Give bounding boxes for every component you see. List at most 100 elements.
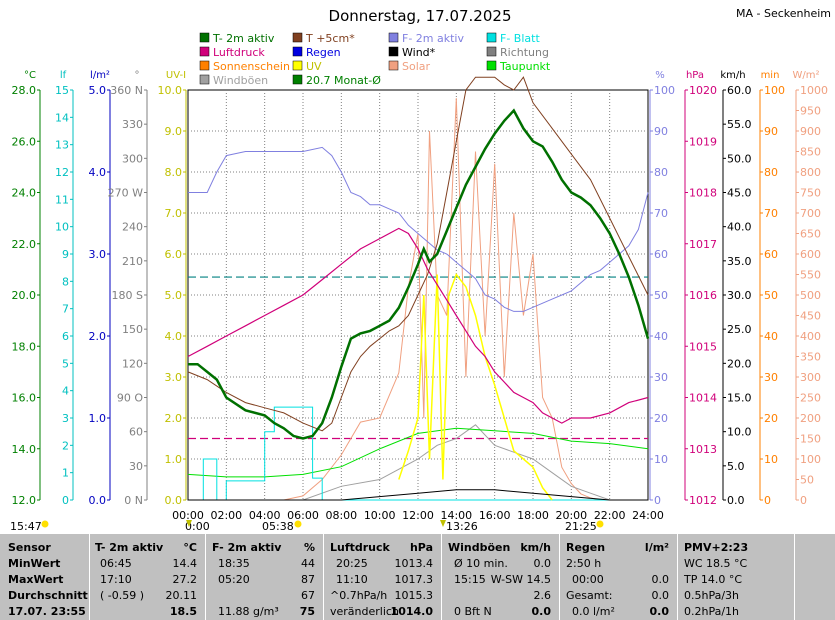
wind-current-value: 0.0 <box>531 605 552 618</box>
solar-tick-label: 150 <box>800 433 821 446</box>
statistics-footer: Sensor MinWert MaxWert Durchschnitt 17.0… <box>0 534 835 620</box>
press-tick-label: 1017 <box>689 238 717 251</box>
wind-tick-label: 25.0 <box>727 323 752 336</box>
leaf-tick-label: 8 <box>62 275 69 288</box>
leaf-tick-label: 2 <box>62 439 69 452</box>
sensor-column: Sensor MinWert MaxWert Durchschnitt 17.0… <box>0 534 90 620</box>
press-max-value: 1017.3 <box>394 573 434 586</box>
rain-amount: 0.0 l/m² <box>572 605 615 618</box>
wind-tick-label: 60.0 <box>727 84 752 97</box>
series-line <box>187 227 649 424</box>
rain-header: Regen <box>566 541 606 554</box>
leaf-tick-label: 14 <box>55 111 69 124</box>
legend-label: T- 2m aktiv <box>212 32 275 45</box>
solar-tick-label: 900 <box>800 125 821 138</box>
sun-event-label: 05:38 <box>262 520 294 533</box>
hum-tick-label: 30 <box>654 371 668 384</box>
legend-label: Solar <box>402 60 431 73</box>
leaf-tick-label: 3 <box>62 412 69 425</box>
wind-tick-label: 50.0 <box>727 152 752 165</box>
leaf-tick-label: 1 <box>62 467 69 480</box>
wind-header: Windböen <box>448 541 511 554</box>
time-tick-label: 10:00 <box>364 509 396 522</box>
press-tick-label: 1014 <box>689 392 717 405</box>
press-tick-label: 1012 <box>689 494 717 507</box>
wind-avg-label: Ø 10 min. <box>454 557 508 570</box>
time-tick-label: 00:00 <box>172 509 204 522</box>
solar-tick-label: 550 <box>800 269 821 282</box>
wind-beaufort: 0 Bft N <box>454 605 492 618</box>
time-tick-label: 24:00 <box>632 509 664 522</box>
sun-tick-label: 70 <box>764 207 778 220</box>
sun-tick-label: 50 <box>764 289 778 302</box>
temp-tick-label: 20.0 <box>12 289 37 302</box>
dir-tick-label: 240 <box>122 221 143 234</box>
rain-total-value: 0.0 <box>651 589 670 602</box>
hum-axis-unit: % <box>655 70 665 81</box>
uv-tick-label: 2.0 <box>165 412 183 425</box>
uv-tick-label: 6.0 <box>165 248 183 261</box>
uv-tick-label: 4.0 <box>165 330 183 343</box>
rain-tick-label: 2.0 <box>89 330 107 343</box>
solar-tick-label: 300 <box>800 371 821 384</box>
rain-current-value: 0.0 <box>649 605 670 618</box>
temp-header: T- 2m aktiv <box>95 541 164 554</box>
dir-tick-label: 300 <box>122 152 143 165</box>
leaf-tick-label: 12 <box>55 166 69 179</box>
temp-tick-label: 18.0 <box>12 340 37 353</box>
dir-tick-label: 150 <box>122 323 143 336</box>
wind-tick-label: 30.0 <box>727 289 752 302</box>
wind-tick-label: 45.0 <box>727 187 752 200</box>
legend-label: Windböen <box>213 74 268 87</box>
uv-axis-unit: UV-I <box>166 70 186 81</box>
legend-swatch <box>388 32 399 43</box>
chart-title: Donnerstag, 17.07.2025 <box>329 7 512 25</box>
solar-tick-label: 450 <box>800 310 821 323</box>
hum-min-value: 44 <box>301 557 315 570</box>
legend-swatch <box>292 32 303 43</box>
solar-tick-label: 600 <box>800 248 821 261</box>
legend: T- 2m aktiv T +5cm* F- 2m aktiv F- Blatt Luf… <box>199 32 551 87</box>
wind-max-time: 15:15 <box>454 573 486 586</box>
timestamp-label: 17.07. 23:55 <box>8 605 86 618</box>
temp-tick-label: 12.0 <box>12 494 37 507</box>
max-label: MaxWert <box>8 573 64 586</box>
pmv-column: PMV+2:23 WC 18.5 °C TP 14.0 °C 0.5hPa/3h… <box>678 534 795 620</box>
legend-label: UV <box>306 60 322 73</box>
press-tick-label: 1013 <box>689 443 717 456</box>
time-tick-label: 04:00 <box>249 509 281 522</box>
legend-swatch <box>292 46 303 57</box>
hum-tick-label: 80 <box>654 166 668 179</box>
solar-tick-label: 200 <box>800 412 821 425</box>
sun-event-label: 13:26 <box>446 520 478 533</box>
uv-tick-label: 10.0 <box>158 84 183 97</box>
series-line <box>187 76 649 432</box>
leaf-tick-label: 0 <box>62 494 69 507</box>
legend-label: Luftdruck <box>213 46 265 59</box>
dir-tick-label: 60 <box>129 426 143 439</box>
rain-duration: 2:50 h <box>566 557 602 570</box>
rain-total-label: Gesamt: <box>566 589 613 602</box>
sun-tick-label: 100 <box>764 84 785 97</box>
hum-tick-label: 20 <box>654 412 668 425</box>
time-tick-label: 06:00 <box>287 509 319 522</box>
leaf-tick-label: 10 <box>55 221 69 234</box>
hum-tick-label: 60 <box>654 248 668 261</box>
sun-event-label: 21:25 <box>565 520 597 533</box>
legend-label: T +5cm* <box>305 32 355 45</box>
solar-tick-label: 100 <box>800 453 821 466</box>
leaf-tick-label: 5 <box>62 357 69 370</box>
legend-swatch <box>388 60 399 71</box>
legend-label: 20.7 Monat-Ø <box>306 74 381 87</box>
rain-unit: l/m² <box>644 541 669 554</box>
leaf-tick-label: 6 <box>62 330 69 343</box>
press-unit: hPa <box>409 541 433 554</box>
legend-swatch <box>199 46 210 57</box>
solar-tick-label: 700 <box>800 207 821 220</box>
temp-tick-label: 26.0 <box>12 135 37 148</box>
wind-tick-label: 20.0 <box>727 357 752 370</box>
sun-marker-icon <box>186 520 192 527</box>
dir-tick-label: 90 O <box>117 392 143 405</box>
legend-label: F- 2m aktiv <box>402 32 464 45</box>
uv-tick-label: 3.0 <box>165 371 183 384</box>
